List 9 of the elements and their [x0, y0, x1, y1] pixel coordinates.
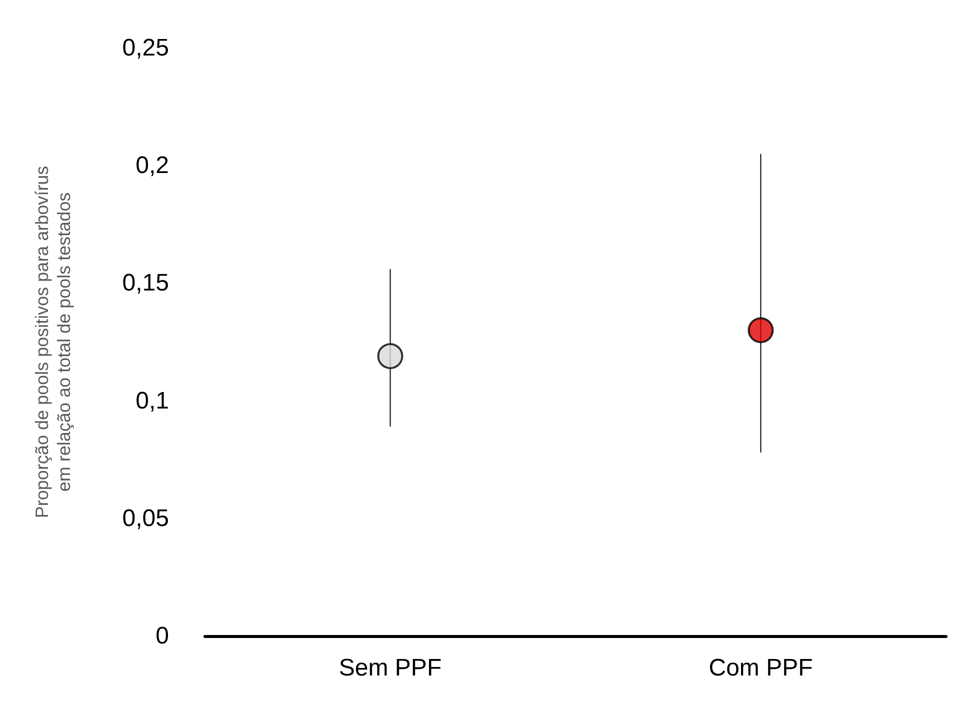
x-tick-label: Com PPF — [708, 654, 813, 682]
y-tick-label: 0,2 — [136, 152, 169, 180]
y-tick-label: 0,15 — [122, 270, 169, 297]
y-tick-label: 0 — [156, 622, 169, 650]
y-axis-title: Proporção de pools positivos para arbovírus em relação ao total de pools testados — [32, 166, 74, 518]
y-tick-label: 0,25 — [122, 34, 169, 62]
y-tick-label: 0,1 — [136, 387, 169, 414]
y-tick-label: 0,05 — [122, 504, 169, 532]
x-tick-label: Sem PPF — [338, 654, 442, 682]
